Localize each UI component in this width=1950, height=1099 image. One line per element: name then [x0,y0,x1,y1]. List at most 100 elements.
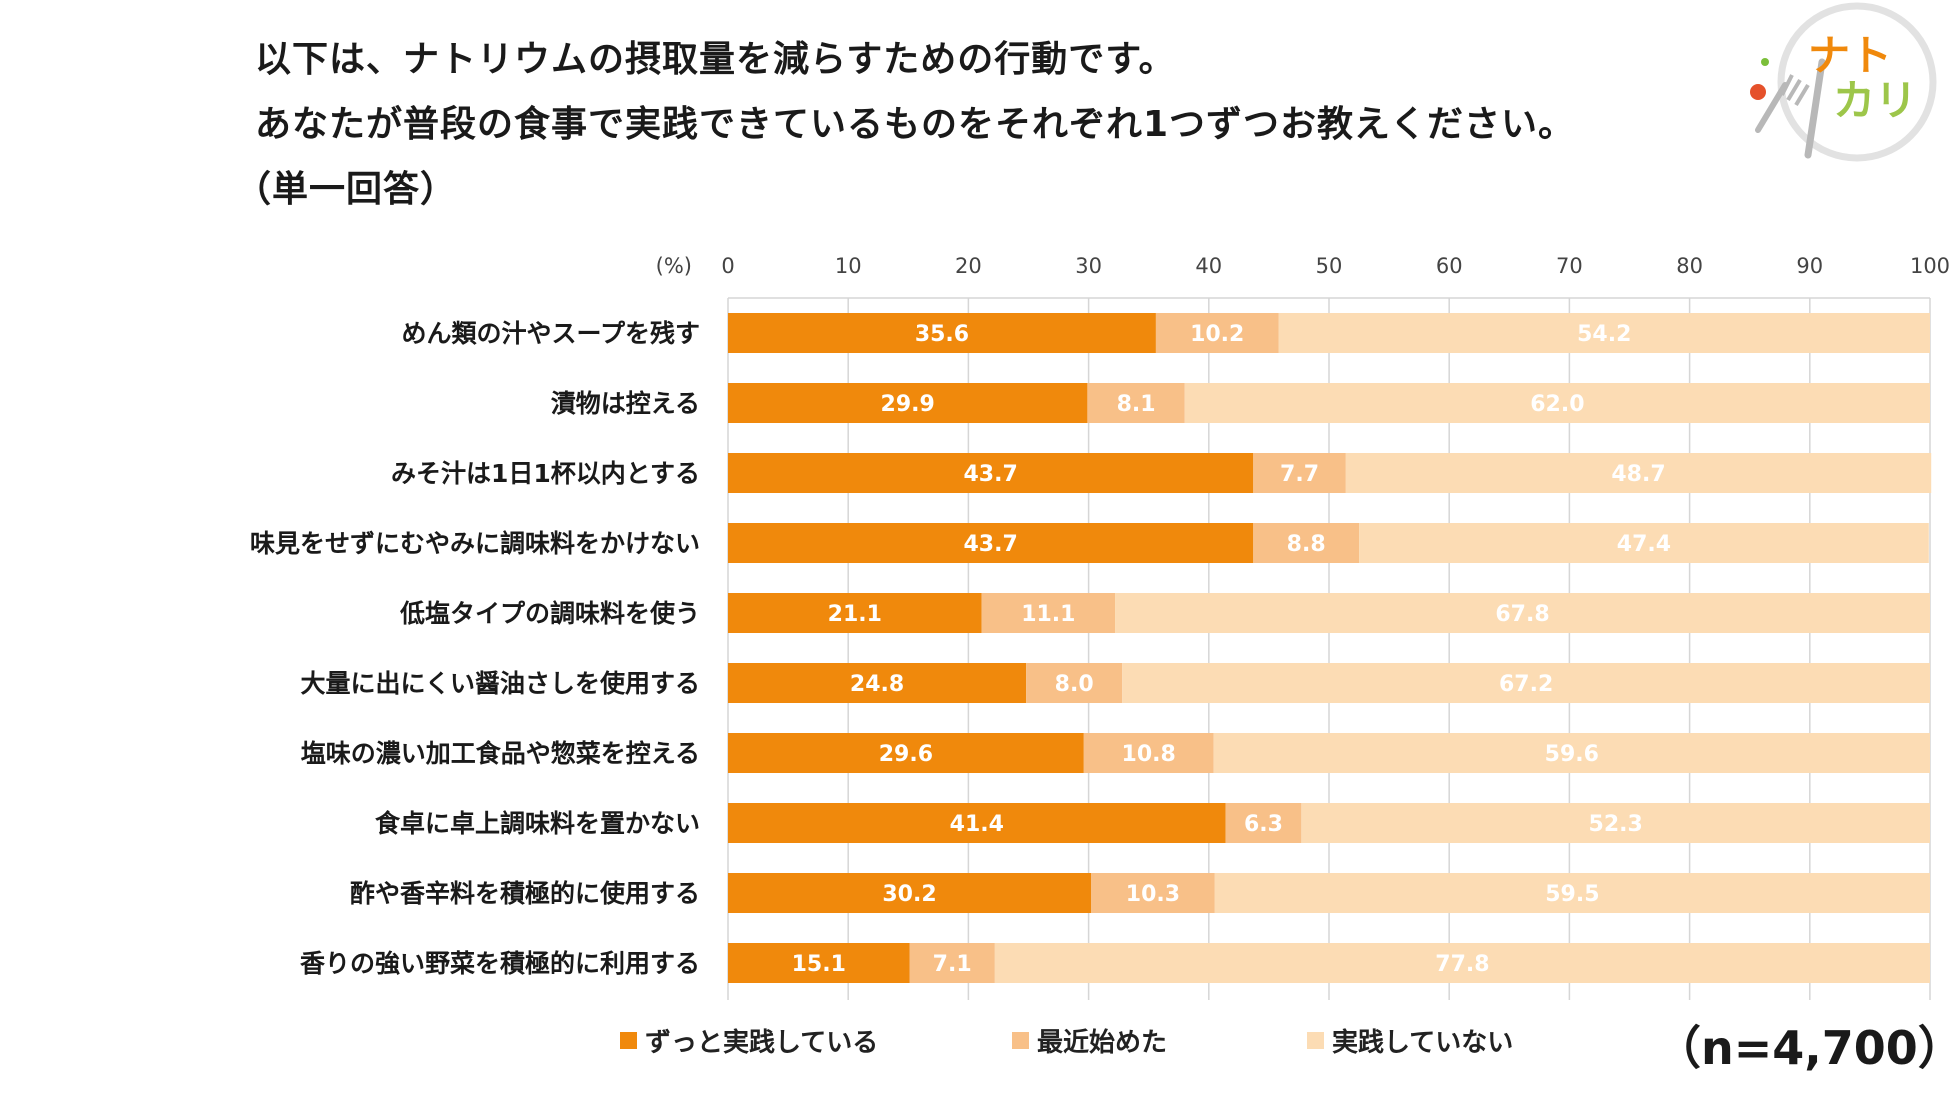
legend-swatch-3 [1307,1032,1324,1049]
category-label: めん類の汁やスープを残す [401,319,700,348]
data-label-s2: 11.1 [1021,602,1075,627]
data-label-s2: 10.8 [1122,742,1176,767]
bar-segment-s3 [1213,733,1930,773]
data-label-s2: 8.1 [1117,392,1156,417]
data-label-s2: 7.1 [933,952,972,977]
bar-segment-s2 [909,943,995,983]
bar-segment-s2 [1083,733,1214,773]
legend-label-1: ずっと実践している [645,1028,879,1058]
bar-segment-s2 [981,593,1116,633]
data-label-s1: 15.1 [792,952,846,977]
data-label-s1: 41.4 [950,812,1004,837]
category-label: 食卓に卓上調味料を置かない [375,809,700,838]
legend-swatch-1 [620,1032,637,1049]
category-label: 塩味の濃い加工食品や惣菜を控える [301,739,700,768]
x-tick-label: 90 [1796,254,1823,278]
bar-segment-s2 [1225,803,1302,843]
data-label-s2: 10.2 [1190,322,1244,347]
data-label-s3: 59.5 [1545,882,1599,907]
bar-segment-s3 [1122,663,1930,703]
bar-segment-s3 [1301,803,1930,843]
category-label: 香りの強い野菜を積極的に利用する [300,949,700,978]
category-label: 漬物は控える [551,389,700,418]
data-label-s1: 43.7 [963,532,1017,557]
bar-segment-s3 [1359,523,1929,563]
bar-segment-s1 [728,873,1092,913]
data-label-s1: 35.6 [915,322,969,347]
x-tick-label: 80 [1676,254,1703,278]
category-label: みそ汁は1日1杯以内とする [391,459,700,488]
fork-knife-icon [1755,58,1826,159]
category-label: 低塩タイプの調味料を使う [399,599,700,628]
data-label-s2: 8.0 [1055,672,1094,697]
tomato-icon [1750,84,1766,100]
bar-segment-s2 [1253,523,1360,563]
natokari-logo: ナト カリ [1750,2,1937,162]
data-label-s1: 24.8 [850,672,904,697]
data-label-s1: 30.2 [882,882,936,907]
data-label-s1: 29.9 [881,392,935,417]
bar-segment-s3 [1214,873,1930,913]
bar-segment-s1 [728,523,1254,563]
bar-segment-s2 [1155,313,1279,353]
bar-segment-s1 [728,733,1084,773]
bar-segment-s3 [1278,313,1930,353]
bar-segment-s1 [728,803,1226,843]
legend-item-2: 最近始めた [1012,1022,1167,1059]
x-tick-label: 40 [1195,254,1222,278]
bar-segment-s3 [994,943,1930,983]
data-label-s2: 6.3 [1244,812,1283,837]
x-tick-label: 10 [835,254,862,278]
legend-swatch-2 [1012,1032,1029,1049]
x-tick-label: 0 [721,254,734,278]
bar-segment-s3 [1184,383,1930,423]
data-label-s1: 21.1 [828,602,882,627]
bar-segment-s2 [1091,873,1215,913]
x-tick-label: 60 [1436,254,1463,278]
x-tick-label: 70 [1556,254,1583,278]
x-tick-label: 30 [1075,254,1102,278]
data-label-s3: 67.8 [1495,602,1549,627]
x-tick-label: 100 [1910,254,1950,278]
category-label: 酢や香辛料を積極的に使用する [350,879,700,908]
bar-segment-s1 [728,383,1088,423]
data-label-s2: 7.7 [1280,462,1319,487]
data-label-s3: 59.6 [1545,742,1599,767]
category-label: 味見をせずにむやみに調味料をかけない [250,529,700,558]
data-label-s3: 52.3 [1589,812,1643,837]
x-tick-label: 50 [1316,254,1343,278]
category-label: 大量に出にくい醤油さしを使用する [300,669,700,698]
data-label-s3: 48.7 [1611,462,1665,487]
bar-segment-s1 [728,313,1156,353]
title-line-1: 以下は、ナトリウムの摂取量を減らすための行動です。 [255,39,1176,80]
title-line-3: （単一回答） [235,169,458,210]
legend-label-2: 最近始めた [1037,1028,1168,1058]
data-label-s3: 54.2 [1577,322,1631,347]
logo-text-top: ナト [1808,31,1892,80]
bar-segment-s2 [1253,453,1346,493]
legend-item-1: ずっと実践している [620,1022,878,1059]
data-label-s2: 8.8 [1287,532,1326,557]
data-label-s1: 43.7 [963,462,1017,487]
bar-segment-s1 [728,593,982,633]
bar-segment-s1 [728,943,910,983]
leaf-icon [1761,58,1769,66]
data-label-s3: 77.8 [1435,952,1489,977]
bar-segment-s3 [1345,453,1932,493]
sample-size: （n=4,700） [1655,1021,1950,1075]
title-line-2: あなたが普段の食事で実践できているものをそれぞれ1つずつお教えください。 [255,104,1575,145]
x-tick-label: 20 [955,254,982,278]
legend-item-3: 実践していない [1307,1022,1513,1059]
data-label-s3: 47.4 [1617,532,1671,557]
data-label-s2: 10.3 [1126,882,1180,907]
data-label-s3: 67.2 [1499,672,1553,697]
data-label-s3: 62.0 [1530,392,1584,417]
axis-unit-label: (%) [656,254,692,278]
data-label-s1: 29.6 [879,742,933,767]
bar-segment-s3 [1115,593,1930,633]
legend-label-3: 実践していない [1332,1028,1514,1058]
bar-segment-s1 [728,663,1027,703]
bar-segment-s1 [728,453,1254,493]
bar-segment-s2 [1087,383,1185,423]
